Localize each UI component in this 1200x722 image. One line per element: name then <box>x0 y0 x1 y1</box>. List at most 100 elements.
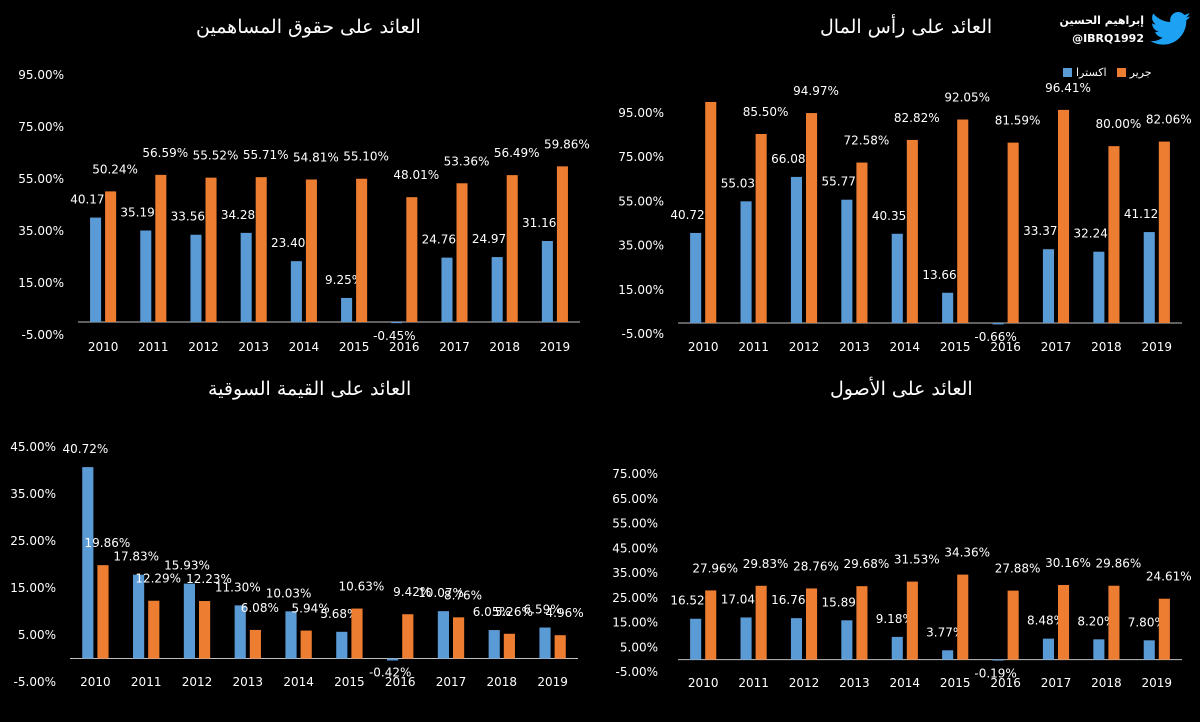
rom-bar-ekstra <box>336 631 348 659</box>
roe-ytick-label: 75.00% <box>18 120 64 134</box>
roa-data-label-ekstra: 16.76% <box>771 593 817 607</box>
roe-bar-ekstra <box>341 297 353 322</box>
roc-ytick-label: 35.00% <box>618 239 664 253</box>
roa-category-label: 2019 <box>1142 676 1173 690</box>
roe-ytick-label: 15.00% <box>18 276 64 290</box>
roe-data-label-ekstra: 34.28% <box>221 208 267 222</box>
rom-data-label-ekstra: 5.68% <box>320 607 358 621</box>
rom-data-label-jarir: 4.96% <box>546 606 584 620</box>
rom-ytick-label: 45.00% <box>10 440 56 454</box>
roc-data-label-ekstra: 66.08% <box>771 152 817 166</box>
roa-data-label-ekstra: 8.20% <box>1077 614 1115 628</box>
roe-data-label-ekstra: 24.97% <box>472 232 518 246</box>
roe-data-label-jarir: 54.81% <box>293 150 339 164</box>
roe-category-label: 2010 <box>88 340 119 354</box>
roa-bar-ekstra <box>740 617 752 660</box>
roa-data-label-ekstra: 3.77% <box>926 625 964 639</box>
roa-category-label: 2016 <box>990 676 1021 690</box>
roa-data-label-ekstra: 8.48% <box>1027 614 1065 628</box>
rom-bar-ekstra <box>488 630 500 659</box>
rom-data-label-ekstra: 17.83% <box>113 550 159 564</box>
roe-bar-jarir <box>556 166 568 322</box>
rom-category-label: 2011 <box>131 675 162 689</box>
rom-category-label: 2017 <box>436 675 467 689</box>
roe-bar-ekstra <box>190 234 202 322</box>
roc-category-label: 2010 <box>688 340 719 354</box>
roe-bar-jarir <box>305 179 317 322</box>
roe-bar-ekstra <box>240 232 252 322</box>
roc-ytick-label: -5.00% <box>622 327 664 341</box>
roa-category-label: 2010 <box>688 676 719 690</box>
rom-bar-ekstra <box>387 658 399 661</box>
roe-bar-ekstra <box>290 261 302 322</box>
roa-data-label-jarir: 34.36% <box>944 546 990 560</box>
roa-category-label: 2013 <box>839 676 870 690</box>
rom-category-label: 2018 <box>487 675 518 689</box>
roe-data-label-jarir: 53.36% <box>444 154 490 168</box>
roc-bar-ekstra <box>1143 232 1155 323</box>
rom-bar-jarir <box>148 600 160 659</box>
roa-ytick-label: 75.00% <box>612 467 658 481</box>
roa-bar-jarir <box>856 586 868 660</box>
legend-item-jarir: جرير <box>1116 66 1152 79</box>
rom-category-label: 2014 <box>283 675 314 689</box>
rom-bar-ekstra <box>437 611 449 659</box>
rom-category-label: 2016 <box>385 675 416 689</box>
roe-data-label-jarir: 55.71% <box>243 148 289 162</box>
roe-data-label-jarir: 59.86% <box>544 137 590 151</box>
roa-bar-ekstra <box>1093 639 1105 660</box>
rom-data-label-ekstra: 6.05% <box>473 605 511 619</box>
rom-bar-jarir <box>249 629 261 659</box>
roa-data-label-jarir: 29.68% <box>844 557 890 571</box>
rom-data-label-ekstra: 10.03% <box>266 586 312 600</box>
roe-category-label: 2012 <box>188 340 219 354</box>
roa-bar-jarir <box>1007 590 1019 660</box>
roa-data-label-jarir: 29.83% <box>743 557 789 571</box>
roe-data-label-jarir: 48.01% <box>393 168 439 182</box>
roe-ytick-label: 95.00% <box>18 68 64 82</box>
roe-category-label: 2015 <box>339 340 370 354</box>
roc-category-label: 2019 <box>1142 340 1173 354</box>
roc-bar-ekstra <box>1093 251 1105 323</box>
roc-category-label: 2015 <box>940 340 971 354</box>
roa-bar-jarir <box>1158 598 1170 660</box>
roa-ytick-label: 25.00% <box>612 591 658 605</box>
roe-data-label-ekstra: 31.16% <box>522 216 568 230</box>
roa-data-label-jarir: 29.86% <box>1096 557 1142 571</box>
rom-data-label-ekstra: 11.30% <box>215 580 261 594</box>
roe-bar-ekstra <box>90 217 102 322</box>
roe-ytick-label: -5.00% <box>22 328 64 342</box>
rom-bar-jarir <box>199 601 211 659</box>
roc-bar-ekstra <box>740 201 752 323</box>
roc-data-label-ekstra: 13.66% <box>922 268 968 282</box>
rom-data-label-jarir: 12.23% <box>186 572 232 586</box>
roa-category-label: 2018 <box>1091 676 1122 690</box>
roa-bar-jarir <box>1108 585 1120 660</box>
roe-ytick-label: 55.00% <box>18 172 64 186</box>
roa-bar-ekstra <box>790 618 802 660</box>
roa-bar-ekstra <box>690 618 702 660</box>
roa-category-label: 2014 <box>890 676 921 690</box>
roa-category-label: 2017 <box>1041 676 1072 690</box>
roa-ytick-label: 15.00% <box>612 616 658 630</box>
roe-category-label: 2014 <box>289 340 320 354</box>
roa-bar-jarir <box>957 574 969 660</box>
rom-bar-jarir <box>503 633 515 659</box>
roe-data-label-ekstra: 40.17% <box>70 193 116 207</box>
rom-bar-ekstra <box>133 574 145 659</box>
roa-data-label-jarir: 24.61% <box>1146 570 1192 584</box>
rom-chart-title: العائد على القيمة السوقية <box>208 378 412 400</box>
roe-bar-jarir <box>356 178 368 322</box>
roc-data-label-ekstra: 55.77% <box>822 175 868 189</box>
roe-data-label-jarir: 55.52% <box>193 149 239 163</box>
roc-bar-jarir <box>957 119 969 323</box>
roa-data-label-ekstra: 16.52% <box>670 594 716 608</box>
roa-bar-ekstra <box>992 659 1004 661</box>
chart-legend: اكسترا جرير <box>1063 66 1152 79</box>
rom-ytick-label: 25.00% <box>10 534 56 548</box>
roa-category-label: 2011 <box>738 676 769 690</box>
rom-bar-ekstra <box>82 467 94 659</box>
roc-ytick-label: 55.00% <box>618 194 664 208</box>
roe-bar-ekstra <box>541 240 553 322</box>
